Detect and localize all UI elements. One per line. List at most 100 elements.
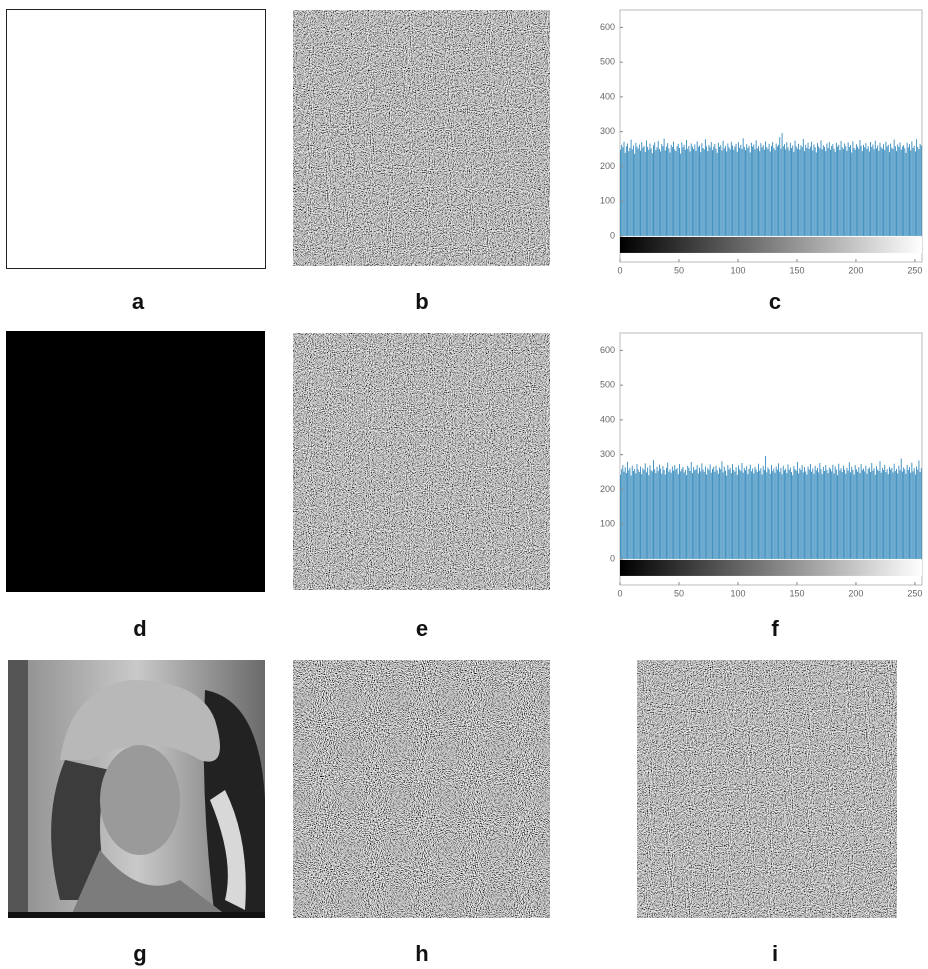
bar bbox=[910, 473, 911, 559]
bar bbox=[723, 472, 724, 559]
bar bbox=[754, 467, 755, 559]
bar bbox=[733, 470, 734, 559]
bar bbox=[667, 143, 668, 236]
bar bbox=[767, 468, 768, 559]
bar bbox=[847, 151, 848, 236]
bar bbox=[629, 468, 630, 559]
bar bbox=[895, 146, 896, 236]
bar bbox=[838, 145, 839, 236]
x-tick-label: 0 bbox=[617, 588, 622, 598]
bar bbox=[896, 151, 897, 236]
bar bbox=[857, 147, 858, 236]
bar bbox=[791, 148, 792, 236]
bar bbox=[730, 149, 731, 236]
bar bbox=[634, 154, 635, 236]
bar bbox=[871, 463, 872, 559]
bar bbox=[797, 149, 798, 236]
bar bbox=[843, 149, 844, 236]
bar bbox=[918, 461, 919, 559]
y-tick-label: 500 bbox=[600, 380, 615, 390]
bar bbox=[708, 145, 709, 236]
bar bbox=[861, 146, 862, 236]
bar bbox=[653, 145, 654, 236]
bar bbox=[884, 465, 885, 559]
bar bbox=[883, 470, 884, 559]
bar bbox=[902, 147, 903, 236]
bar bbox=[626, 473, 627, 559]
bar bbox=[670, 153, 671, 236]
panel-label: c bbox=[769, 289, 781, 314]
bar bbox=[913, 471, 914, 559]
x-tick-label: 50 bbox=[674, 588, 684, 598]
bar bbox=[831, 471, 832, 559]
bar bbox=[918, 149, 919, 236]
y-tick-label: 400 bbox=[600, 91, 615, 101]
bar bbox=[914, 468, 915, 559]
bar bbox=[835, 466, 836, 558]
bar bbox=[773, 469, 774, 559]
bar bbox=[622, 147, 623, 236]
bar bbox=[632, 466, 633, 559]
bar bbox=[675, 151, 676, 236]
bar bbox=[657, 147, 658, 236]
bar bbox=[742, 463, 743, 559]
bar bbox=[727, 465, 728, 559]
bar bbox=[641, 142, 642, 236]
bar bbox=[751, 471, 752, 559]
bar bbox=[645, 152, 646, 236]
bar bbox=[800, 145, 801, 236]
bar bbox=[686, 140, 687, 236]
bar bbox=[871, 147, 872, 236]
bar bbox=[885, 142, 886, 236]
bar bbox=[875, 475, 876, 559]
bar bbox=[740, 145, 741, 236]
bar bbox=[822, 474, 823, 559]
y-tick-label: 200 bbox=[600, 484, 615, 494]
bar bbox=[838, 464, 839, 559]
bar bbox=[877, 146, 878, 236]
bar bbox=[896, 469, 897, 559]
bar bbox=[646, 472, 647, 559]
bar bbox=[758, 146, 759, 236]
bar bbox=[782, 133, 783, 236]
colorbar bbox=[620, 560, 922, 576]
x-tick-label: 250 bbox=[907, 265, 922, 275]
bar bbox=[908, 470, 909, 559]
bar bbox=[674, 149, 675, 236]
bar bbox=[677, 146, 678, 236]
bar bbox=[784, 144, 785, 236]
bar bbox=[764, 470, 765, 559]
bar bbox=[683, 147, 684, 236]
bar bbox=[824, 471, 825, 559]
bar bbox=[746, 466, 747, 559]
bar bbox=[865, 466, 866, 559]
bar bbox=[883, 144, 884, 236]
bar bbox=[817, 143, 818, 236]
bar bbox=[620, 475, 621, 559]
bar bbox=[655, 473, 656, 559]
bar bbox=[913, 148, 914, 236]
bar bbox=[705, 466, 706, 558]
bar bbox=[625, 153, 626, 236]
bar bbox=[894, 140, 895, 236]
bar bbox=[803, 139, 804, 236]
bar bbox=[658, 141, 659, 236]
bar bbox=[898, 147, 899, 236]
bar bbox=[632, 149, 633, 236]
bar bbox=[862, 470, 863, 559]
bar bbox=[727, 143, 728, 235]
bar bbox=[743, 138, 744, 236]
bar bbox=[771, 146, 772, 236]
bar bbox=[638, 470, 639, 559]
bar bbox=[733, 150, 734, 236]
bar bbox=[720, 145, 721, 236]
bar bbox=[911, 141, 912, 236]
bar bbox=[717, 153, 718, 236]
bar bbox=[675, 470, 676, 559]
bar bbox=[640, 466, 641, 558]
bar bbox=[802, 465, 803, 559]
bar bbox=[819, 148, 820, 236]
bar bbox=[868, 469, 869, 559]
bar bbox=[644, 146, 645, 236]
